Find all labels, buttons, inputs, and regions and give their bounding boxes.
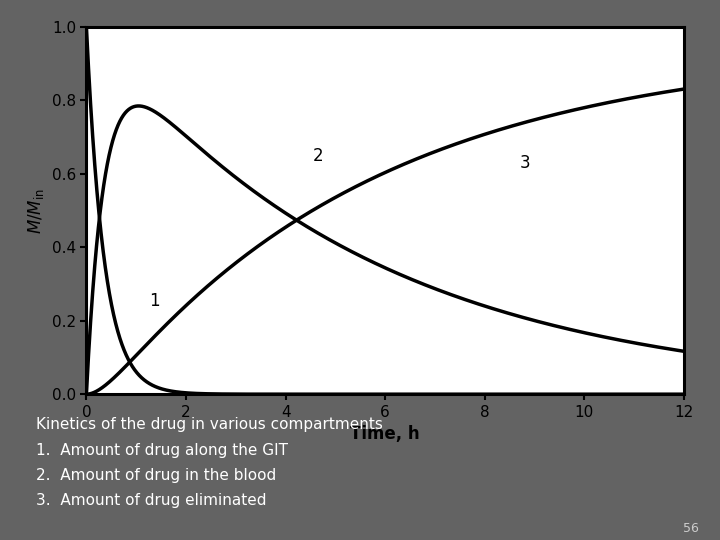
Y-axis label: $\mathit{M/M_{\rm in}}$: $\mathit{M/M_{\rm in}}$	[26, 188, 46, 233]
Text: Kinetics of the drug in various compartments: Kinetics of the drug in various compartm…	[36, 417, 383, 433]
Text: 2.  Amount of drug in the blood: 2. Amount of drug in the blood	[36, 468, 276, 483]
Text: 2: 2	[313, 147, 323, 165]
Text: 1: 1	[148, 292, 159, 310]
Text: 56: 56	[683, 522, 698, 535]
Text: 3.  Amount of drug eliminated: 3. Amount of drug eliminated	[36, 494, 266, 509]
Text: 3: 3	[520, 154, 531, 172]
X-axis label: Time, h: Time, h	[351, 425, 420, 443]
Text: 1.  Amount of drug along the GIT: 1. Amount of drug along the GIT	[36, 443, 288, 458]
